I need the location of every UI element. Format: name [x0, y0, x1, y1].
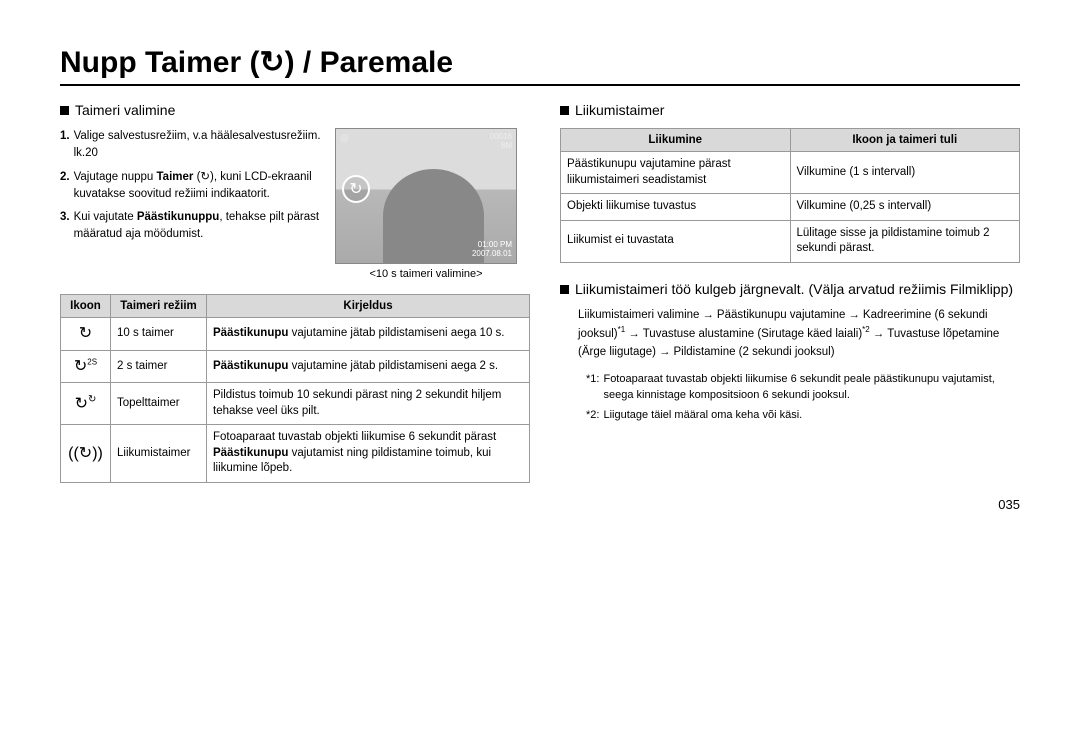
page-title: Nupp Taimer (↻) / Paremale	[60, 45, 1020, 86]
right-section2-title: Liikumistaimeri töö kulgeb järgnevalt. (…	[560, 281, 1020, 297]
table-cell: Objekti liikumise tuvastus	[561, 194, 791, 221]
timer-mode-icon: ↻2S	[61, 350, 111, 383]
table-header: Taimeri režiim	[111, 295, 207, 318]
table-header: Ikoon	[61, 295, 111, 318]
flow-sequence: Liikumistaimeri valimine→Päästikunupu va…	[578, 307, 1020, 362]
table-cell: Päästikunupu vajutamine pärast liikumist…	[561, 152, 791, 194]
table-row: Liikumist ei tuvastataLülitage sisse ja …	[561, 220, 1020, 262]
table-cell: Vilkumine (1 s intervall)	[790, 152, 1020, 194]
table-cell: 2 s taimer	[111, 350, 207, 383]
right-section1-title: Liikumistaimer	[560, 102, 1020, 118]
timer-mode-icon: ((↻))	[61, 425, 111, 483]
table-header: Liikumine	[561, 129, 791, 152]
timer-mode-icon: ↻↻	[61, 383, 111, 425]
table-cell: Topelttaimer	[111, 383, 207, 425]
camera-mode-icon: ◎	[340, 133, 349, 144]
table-cell: Vilkumine (0,25 s intervall)	[790, 194, 1020, 221]
table-cell: Päästikunupu vajutamine jätab pildistami…	[207, 318, 530, 351]
lcd-bottom-right: 01:00 PM 2007.08.01	[472, 241, 512, 259]
arrow-icon: →	[628, 328, 640, 340]
table-cell: Fotoaparaat tuvastab objekti liikumise 6…	[207, 425, 530, 483]
photo-caption: <10 s taimeri valimine>	[335, 268, 517, 280]
table-row: ↻10 s taimerPäästikunupu vajutamine jäta…	[61, 318, 530, 351]
timer-modes-table: Ikoon Taimeri režiim Kirjeldus ↻10 s tai…	[60, 294, 530, 483]
left-section-title-text: Taimeri valimine	[75, 102, 175, 118]
table-header: Ikoon ja taimeri tuli	[790, 129, 1020, 152]
arrow-icon: →	[659, 346, 671, 358]
instruction-item: 1.Valige salvestusrežiim, v.a häälesalve…	[60, 128, 325, 163]
timer-mode-icon: ↻	[61, 318, 111, 351]
photo-wrapper: ◎ 00016 8M ↻ 01:00 PM 2007.08.01 <10 s t…	[335, 128, 517, 280]
footnotes: *1:Fotoaparaat tuvastab objekti liikumis…	[586, 372, 1020, 424]
table-cell: Lülitage sisse ja pildistamine toimub 2 …	[790, 220, 1020, 262]
right-section1-title-text: Liikumistaimer	[575, 102, 664, 118]
instruction-item: 3.Kui vajutate Päästikunuppu, tehakse pi…	[60, 209, 325, 244]
instruction-item: 2.Vajutage nuppu Taimer (↻), kuni LCD-ek…	[60, 169, 325, 204]
lcd-top-left-icons: ◎	[340, 133, 349, 144]
arrow-icon: →	[873, 328, 885, 340]
table-row: Päästikunupu vajutamine pärast liikumist…	[561, 152, 1020, 194]
right-section2-title-text: Liikumistaimeri töö kulgeb järgnevalt. (…	[575, 281, 1013, 297]
flow-step: Päästikunupu vajutamine	[717, 309, 846, 321]
photo-subjects	[383, 169, 484, 263]
left-section-title: Taimeri valimine	[60, 102, 530, 118]
table-cell: 10 s taimer	[111, 318, 207, 351]
arrow-icon: →	[702, 309, 714, 321]
table-cell: Pildistus toimub 10 sekundi pärast ning …	[207, 383, 530, 425]
footnote: *2:Liigutage täiel määral oma keha või k…	[586, 408, 1020, 424]
table-header: Kirjeldus	[207, 295, 530, 318]
table-row: ((↻))LiikumistaimerFotoaparaat tuvastab …	[61, 425, 530, 483]
bullet-icon	[60, 106, 69, 115]
page-number: 035	[60, 497, 1020, 512]
lcd-top-right: 00016 8M	[490, 133, 512, 151]
bullet-icon	[560, 285, 569, 294]
flow-step: Tuvastuse alustamine (Sirutage käed laia…	[643, 328, 862, 340]
instruction-list: 1.Valige salvestusrežiim, v.a häälesalve…	[60, 128, 325, 280]
table-row: Objekti liikumise tuvastusVilkumine (0,2…	[561, 194, 1020, 221]
table-cell: Liikumistaimer	[111, 425, 207, 483]
table-cell: Liikumist ei tuvastata	[561, 220, 791, 262]
table-row: ↻↻TopelttaimerPildistus toimub 10 sekund…	[61, 383, 530, 425]
table-cell: Päästikunupu vajutamine jätab pildistami…	[207, 350, 530, 383]
footnote-ref: *1	[618, 325, 626, 334]
footnote-ref: *2	[862, 325, 870, 334]
footnote: *1:Fotoaparaat tuvastab objekti liikumis…	[586, 372, 1020, 404]
flow-step: Pildistamine (2 sekundi jooksul)	[673, 346, 834, 358]
sample-photo: ◎ 00016 8M ↻ 01:00 PM 2007.08.01	[335, 128, 517, 264]
motion-timer-table: Liikumine Ikoon ja taimeri tuli Päästiku…	[560, 128, 1020, 263]
flow-step: Liikumistaimeri valimine	[578, 309, 699, 321]
bullet-icon	[560, 106, 569, 115]
arrow-icon: →	[848, 309, 860, 321]
table-row: ↻2S2 s taimerPäästikunupu vajutamine jät…	[61, 350, 530, 383]
timer-icon: ↻	[342, 175, 370, 203]
